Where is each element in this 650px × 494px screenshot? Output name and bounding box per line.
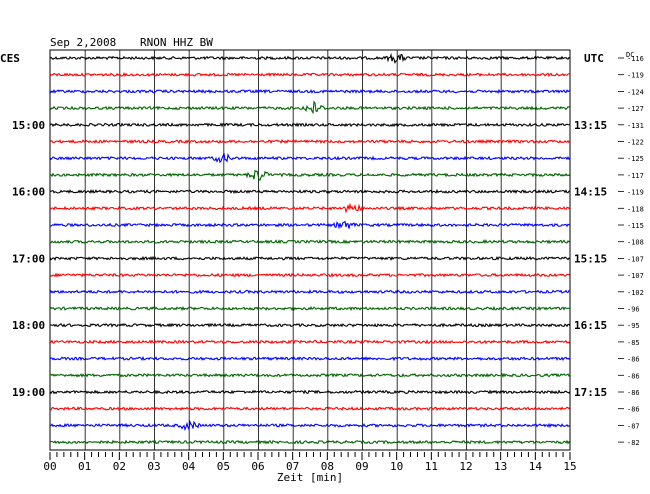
right-time-label: 16:15 [574,319,607,332]
dc-offset-label: -131 [627,122,644,130]
trace-line [49,439,571,445]
x-tick-label: 02 [113,460,126,473]
trace-line [49,152,571,164]
left-time-label: 19:00 [12,386,45,399]
dc-offset-label: -122 [627,139,644,147]
trace-line [49,355,571,362]
x-tick-label: 05 [217,460,230,473]
trace-line [49,71,571,78]
dc-offset-label: -107 [627,272,644,280]
x-tick-label: 11 [425,460,438,473]
x-tick-label: 03 [147,460,160,473]
x-tick-label: 09 [355,460,368,473]
dc-offset-label: -117 [627,172,644,180]
dc-offset-label: -86 [627,356,640,364]
trace-line [49,88,571,94]
trace-line [49,372,571,379]
right-time-label: 15:15 [574,252,607,265]
plot-frame [49,49,571,451]
dc-offset-label: -86 [627,406,640,414]
right-time-labels: 13:15 14:15 15:15 16:15 17:15 [574,119,607,399]
dc-offset-label: -108 [627,239,644,247]
trace-line [49,169,571,181]
trace-line [49,339,571,345]
left-time-label: 15:00 [12,119,45,132]
left-time-label: 18:00 [12,319,45,332]
dc-offset-label: -124 [627,88,644,96]
x-tick-label: 06 [251,460,264,473]
trace-line [49,138,571,145]
trace-line [49,289,571,295]
dc-offset-label: -115 [627,222,644,230]
dc-offset-label: -86 [627,389,640,397]
dc-offset-label: -119 [627,189,644,197]
x-tick-label: 13 [494,460,507,473]
grid-lines [49,49,571,451]
x-tick-label: 00 [43,460,56,473]
right-timezone-label: UTC [584,52,604,65]
trace-line [49,419,571,432]
trace-line [49,255,571,261]
chart-date: Sep 2,2008 [50,36,116,49]
dc-offset-label: -82 [627,439,640,447]
left-timezone-label: CES [0,52,20,65]
dc-offset-label: -107 [627,255,644,263]
dc-offset-label: -119 [627,72,644,80]
trace-line [49,220,571,230]
right-time-label: 14:15 [574,186,607,199]
trace-line [49,322,571,328]
trace-line [49,188,571,195]
dc-offset-label: -87 [627,422,640,430]
left-time-labels: 15:00 16:00 17:00 18:00 19:00 [12,119,45,399]
dc-offset-label: -125 [627,155,644,163]
trace-line [49,239,571,245]
right-time-label: 13:15 [574,119,607,132]
dc-offset-label: -116 [627,55,644,63]
dc-offset-label: -102 [627,289,644,297]
seismic-traces [49,52,571,445]
x-tick-label: 07 [286,460,299,473]
dc-offset-label: -85 [627,339,640,347]
x-tick-label: 10 [390,460,403,473]
x-tick-label: 15 [563,460,576,473]
dc-offset-label: -118 [627,205,644,213]
chart-station: RNON HHZ BW [140,36,213,49]
x-tick-label: 01 [78,460,91,473]
trace-line [49,52,571,64]
dc-offset-label: -95 [627,322,640,330]
trace-line [49,389,571,395]
trace-line [49,122,571,128]
trace-line [49,100,571,115]
dc-label: DC [626,51,634,59]
left-time-label: 17:00 [12,252,45,265]
x-tick-label: 08 [321,460,334,473]
trace-line [49,272,571,278]
x-tick-label: 04 [182,460,196,473]
dc-offset-label: -127 [627,105,644,113]
x-axis-title: Zeit [min] [277,471,343,484]
left-time-label: 16:00 [12,186,45,199]
trace-line [49,202,571,214]
dc-offset-label: -86 [627,372,640,380]
right-time-label: 17:15 [574,386,607,399]
dc-offset-label: -96 [627,306,640,314]
dc-offset-labels: -116 -119 -124 -127 -131 -122 -125 -117 -119 -118… [618,55,644,447]
x-tick-label: 12 [459,460,472,473]
trace-line [49,406,571,412]
x-axis: 00 01 02 03 04 05 06 07 08 09 10 11 12 13 14 15 [43,452,577,473]
trace-line [49,305,571,312]
x-tick-label: 14 [529,460,543,473]
